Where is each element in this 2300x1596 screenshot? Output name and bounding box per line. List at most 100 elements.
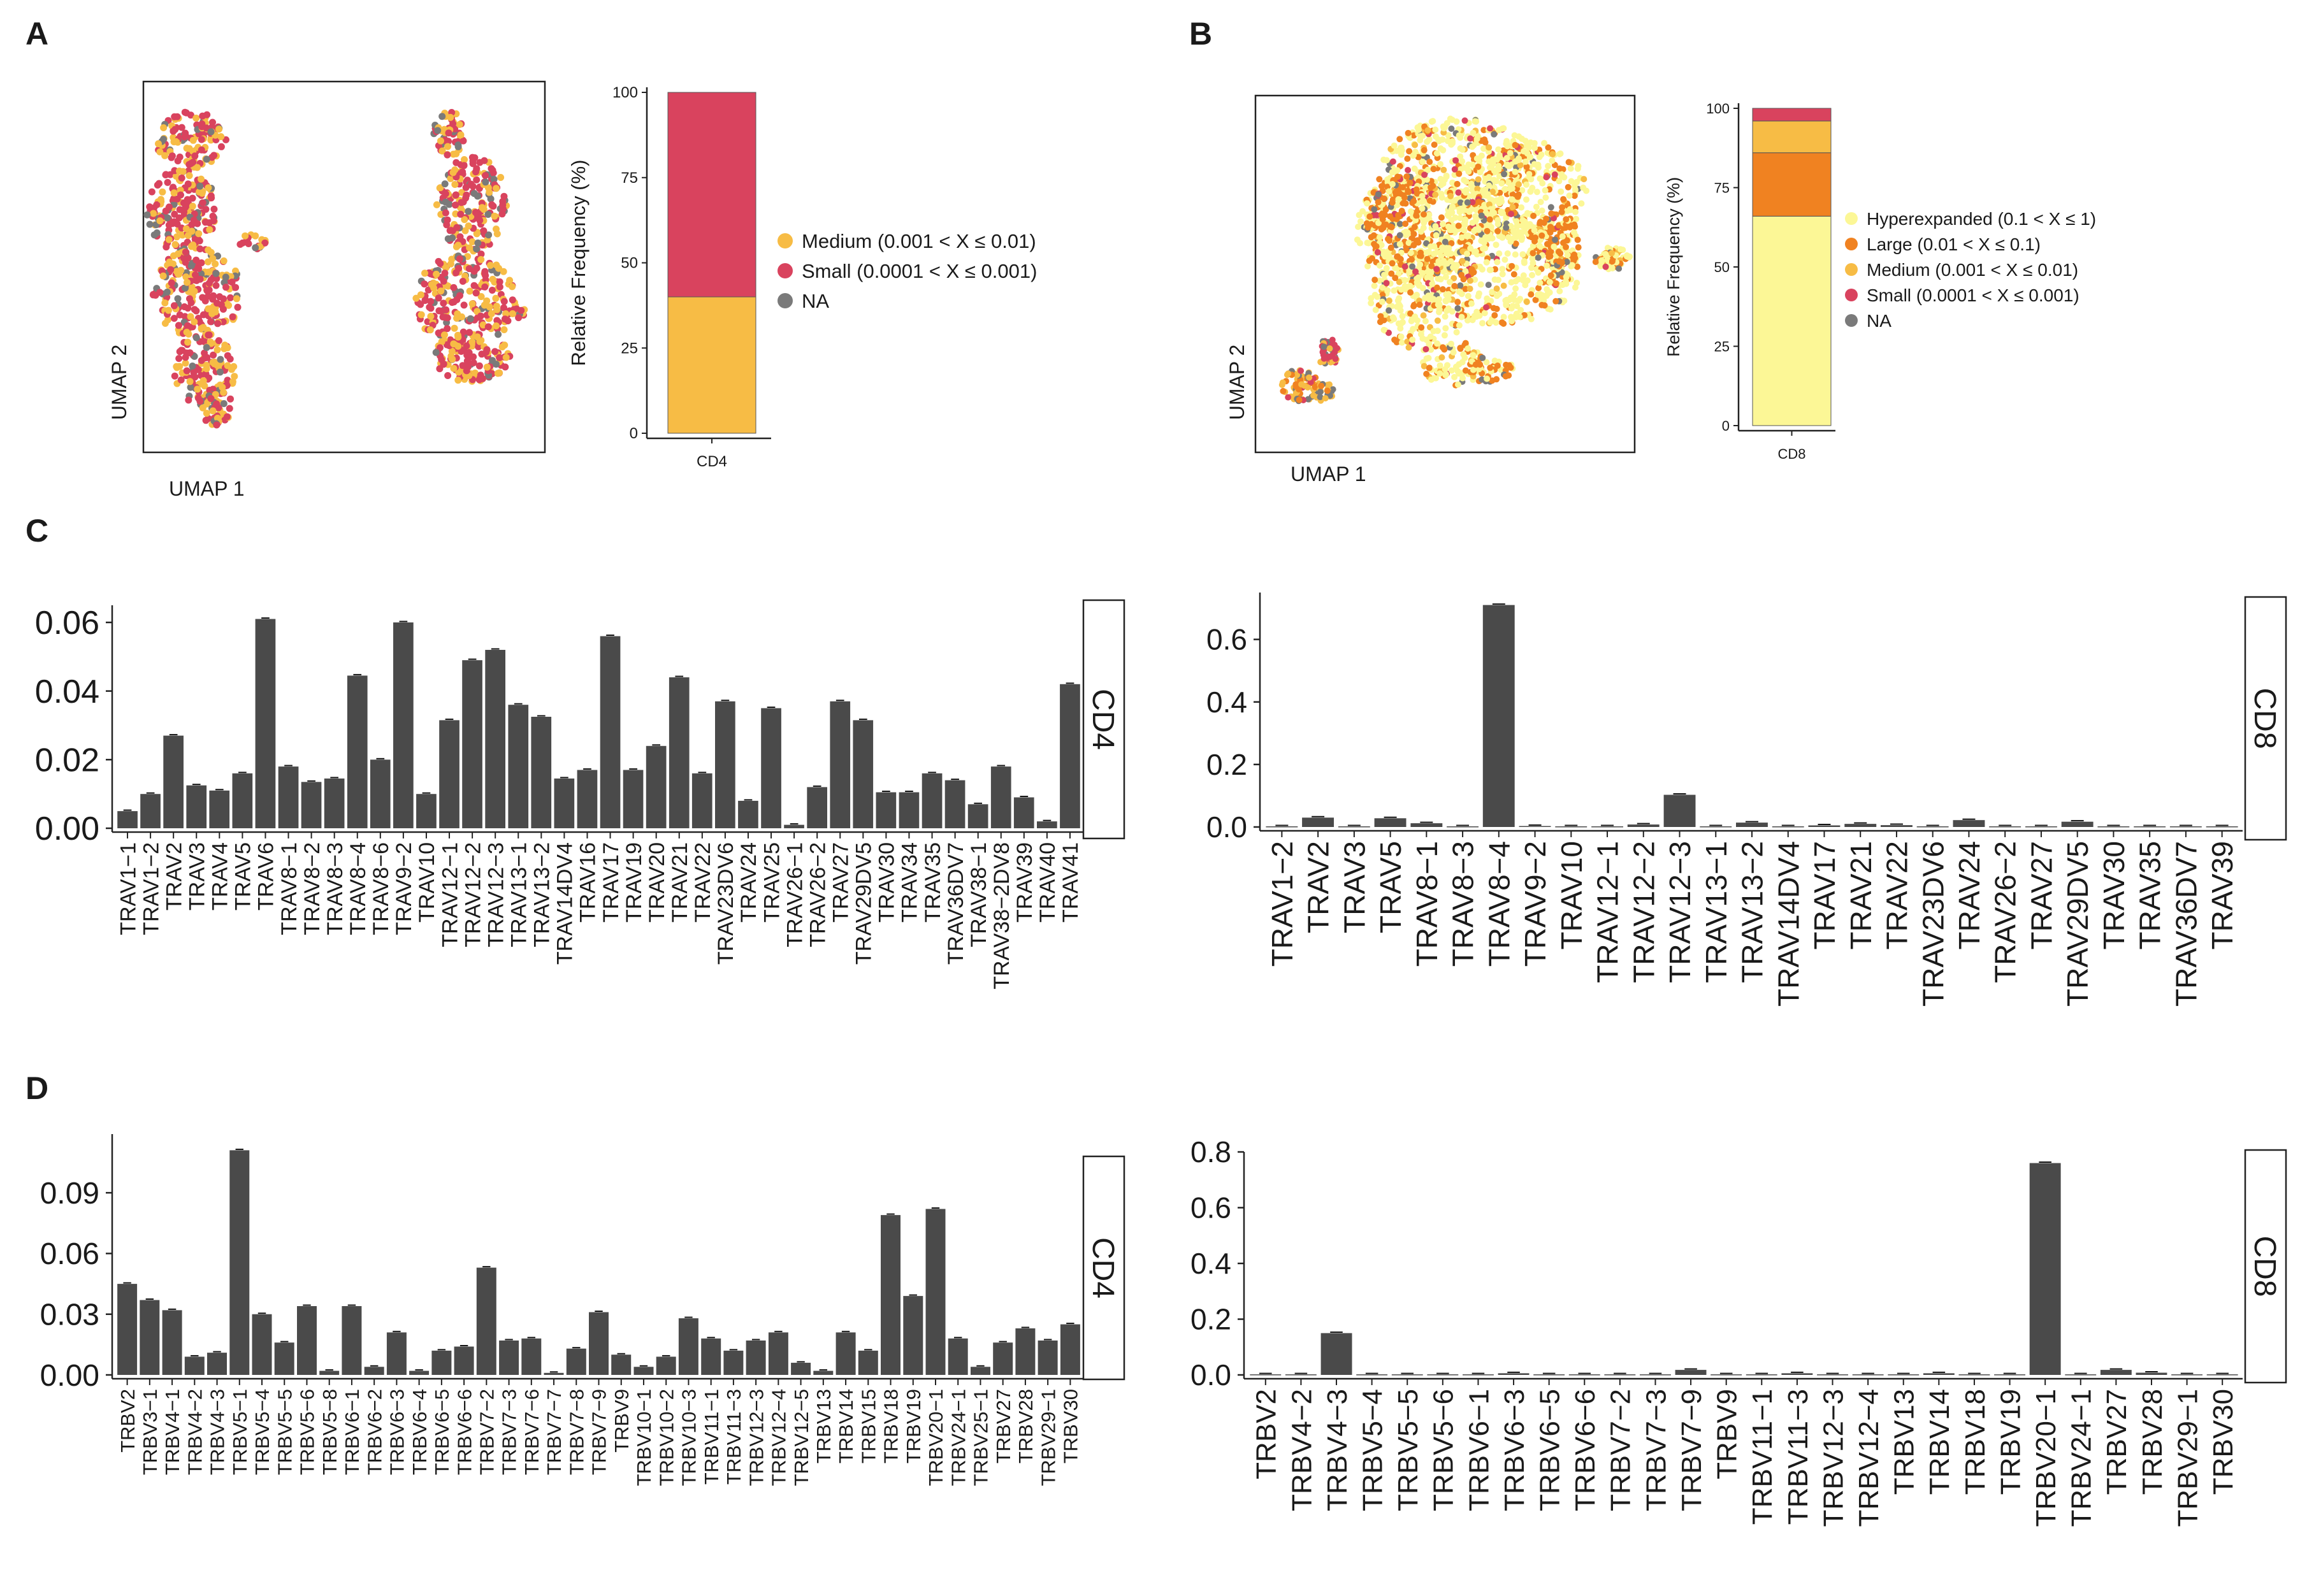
umap-point	[1543, 174, 1550, 181]
umap-point	[1538, 232, 1545, 239]
umap-point	[1510, 271, 1517, 278]
umap-point	[452, 191, 459, 199]
umap-point	[215, 126, 222, 133]
bar-TRBV11−3	[723, 1350, 744, 1375]
bar-TRBV4−3	[1320, 1333, 1352, 1375]
umap-point	[1504, 250, 1511, 257]
umap-point	[201, 338, 208, 345]
bar-TRBV30	[1060, 1324, 1080, 1375]
bar-TRAV17	[1808, 825, 1841, 827]
x-category-label: TRAV23DV6	[714, 842, 738, 965]
umap-point	[1461, 117, 1468, 124]
umap-point	[444, 143, 451, 150]
umap-point	[456, 255, 463, 262]
umap-point	[205, 374, 213, 382]
umap-point	[1401, 277, 1408, 284]
umap-point	[1514, 193, 1521, 200]
umap-point	[212, 282, 220, 289]
umap-point	[447, 175, 454, 182]
x-category-label: TRAV9−2	[392, 842, 416, 935]
umap-point	[440, 331, 448, 339]
umap-point	[1556, 178, 1563, 185]
x-category-label: TRAV20	[645, 842, 669, 923]
bar-TRAV9−2	[1519, 826, 1551, 827]
umap-point	[1552, 280, 1559, 287]
umap-point	[1545, 254, 1552, 261]
umap-point	[1573, 178, 1580, 185]
umap-point	[1399, 313, 1406, 320]
bar-TRBV14	[835, 1332, 856, 1375]
umap-point	[226, 356, 234, 363]
umap-point	[1473, 118, 1480, 125]
bar-TRBV5−5	[274, 1342, 294, 1375]
umap-point	[1503, 224, 1510, 231]
umap-point	[1567, 165, 1574, 172]
x-category-label: TRBV11−3	[1783, 1389, 1814, 1525]
umap-point	[205, 246, 212, 254]
umap-point	[1506, 162, 1513, 169]
umap-point	[1318, 382, 1325, 389]
umap-point	[1440, 147, 1447, 154]
y-tick-label: 0.2	[1206, 748, 1247, 781]
umap-point	[1538, 151, 1545, 158]
umap-point	[1533, 203, 1540, 210]
bar-TRBV7−6	[521, 1338, 542, 1375]
umap-point	[1472, 248, 1479, 255]
umap-point	[1449, 138, 1456, 145]
x-category-label: TRAV14DV4	[553, 842, 577, 965]
umap-point	[161, 299, 169, 306]
umap-point	[1546, 278, 1553, 285]
umap-point	[1487, 319, 1494, 326]
umap-point	[1419, 205, 1426, 212]
bar-TRAV24	[738, 800, 758, 828]
y-tick-label: 0.09	[40, 1177, 99, 1211]
x-category-label: TRAV4	[208, 842, 233, 910]
umap-point	[454, 331, 461, 339]
umap-point	[196, 275, 204, 283]
bar-TRBV7−2	[476, 1267, 496, 1375]
bar-TRBV9	[611, 1355, 632, 1375]
umap-point	[1456, 132, 1463, 139]
umap-point	[1379, 216, 1386, 223]
umap-point	[1424, 255, 1431, 262]
umap-point	[1484, 191, 1491, 198]
x-category-label: TRBV7−8	[565, 1389, 588, 1475]
umap-point	[1383, 157, 1390, 164]
umap-point	[207, 136, 215, 144]
umap-point	[207, 395, 215, 402]
umap-point	[1440, 286, 1446, 293]
bar-TRBV10−3	[678, 1318, 698, 1375]
umap-point	[1512, 168, 1519, 175]
umap-point	[437, 307, 445, 315]
umap-point	[1542, 194, 1549, 201]
bar-TRBV29−1	[2171, 1374, 2202, 1376]
umap-point	[1574, 165, 1581, 172]
umap-point	[1486, 144, 1493, 151]
umap-point	[1461, 354, 1468, 361]
umap-point	[506, 277, 514, 284]
umap-point	[229, 378, 236, 385]
umap-point	[483, 346, 491, 354]
umap-point	[462, 183, 470, 191]
x-category-label: TRAV26−2	[806, 842, 830, 947]
bar-TRAV39	[1013, 797, 1034, 828]
bar-TRBV6−5	[1533, 1374, 1565, 1376]
umap-point	[1507, 150, 1514, 157]
umap-point	[434, 127, 442, 134]
umap-point	[1598, 258, 1605, 265]
bar-TRBV4−1	[162, 1310, 182, 1375]
bar-TRAV38−2DV8	[990, 766, 1011, 828]
umap-point	[182, 273, 190, 281]
legend-label-medium: Medium (0.001 < X ≤ 0.01)	[802, 230, 1036, 252]
y-tick-label: 0.00	[35, 810, 99, 847]
umap-point	[1486, 158, 1493, 165]
umap-point	[1537, 219, 1544, 226]
umap-point	[174, 295, 182, 303]
umap-point	[1515, 157, 1522, 164]
umap-point	[220, 389, 228, 396]
umap-point	[1573, 280, 1580, 286]
umap-point	[213, 421, 221, 429]
umap-point	[1371, 292, 1378, 298]
umap-point	[1493, 376, 1500, 383]
